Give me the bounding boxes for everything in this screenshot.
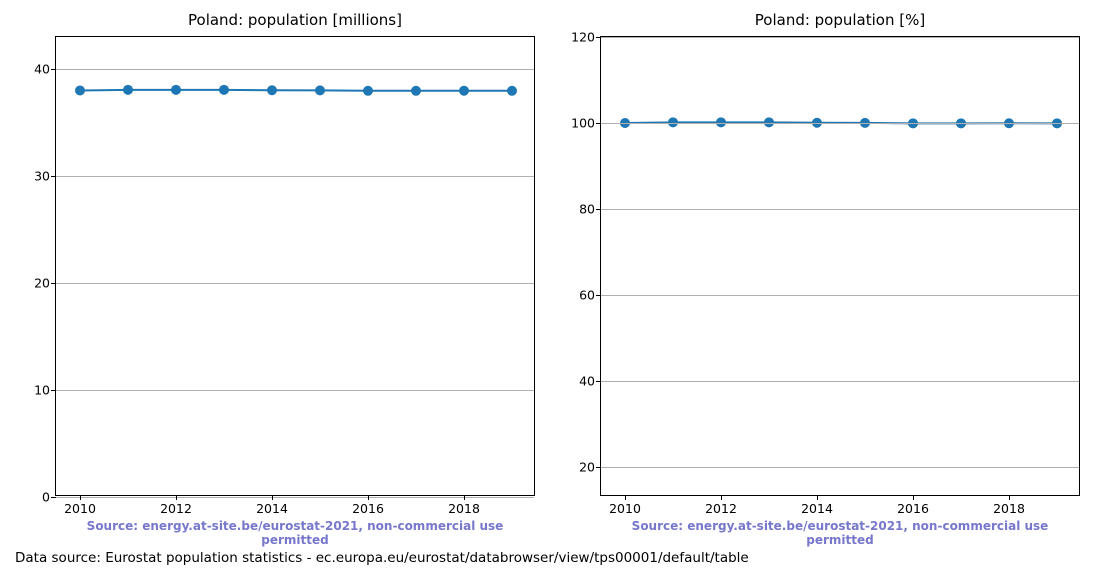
series-marker [268,86,277,95]
ytick-label: 80 [579,201,601,216]
ytick-label: 0 [42,490,56,505]
grid-line [601,37,1079,38]
ytick-label: 60 [579,287,601,302]
left-plot-area: Poland: population [millions] Source: en… [55,36,535,496]
ytick-label: 30 [34,169,56,184]
xtick-label: 2014 [801,495,833,516]
xtick-label: 2012 [705,495,737,516]
grid-line [601,381,1079,382]
ytick-label: 20 [579,459,601,474]
xtick-label: 2016 [352,495,384,516]
grid-line [601,295,1079,296]
data-source-footer: Data source: Eurostat population statist… [15,550,749,566]
right-chart-title: Poland: population [%] [601,11,1079,29]
xtick-label: 2018 [448,495,480,516]
right-plot-area: Poland: population [%] Source: energy.at… [600,36,1080,496]
ytick-label: 40 [579,373,601,388]
xtick-label: 2010 [609,495,641,516]
grid-line [56,69,534,70]
left-line-series [56,37,536,497]
xtick-label: 2010 [64,495,96,516]
xtick-label: 2018 [993,495,1025,516]
grid-line [56,390,534,391]
right-line-series [601,37,1081,497]
grid-line [56,283,534,284]
series-marker [124,85,133,94]
ytick-label: 10 [34,383,56,398]
series-marker [460,86,469,95]
series-marker [316,86,325,95]
series-marker [412,86,421,95]
xtick-label: 2016 [897,495,929,516]
series-marker [220,85,229,94]
series-line [80,90,512,91]
ytick-label: 20 [34,276,56,291]
grid-line [601,467,1079,468]
figure: Poland: population [millions] Source: en… [0,0,1100,572]
ytick-label: 40 [34,62,56,77]
grid-line [56,176,534,177]
series-marker [508,86,517,95]
series-marker [172,85,181,94]
series-marker [364,86,373,95]
series-marker [76,86,85,95]
grid-line [601,123,1079,124]
ytick-label: 100 [571,115,601,130]
ytick-label: 120 [571,30,601,45]
grid-line [601,209,1079,210]
xtick-label: 2014 [256,495,288,516]
left-chart-title: Poland: population [millions] [56,11,534,29]
xtick-label: 2012 [160,495,192,516]
